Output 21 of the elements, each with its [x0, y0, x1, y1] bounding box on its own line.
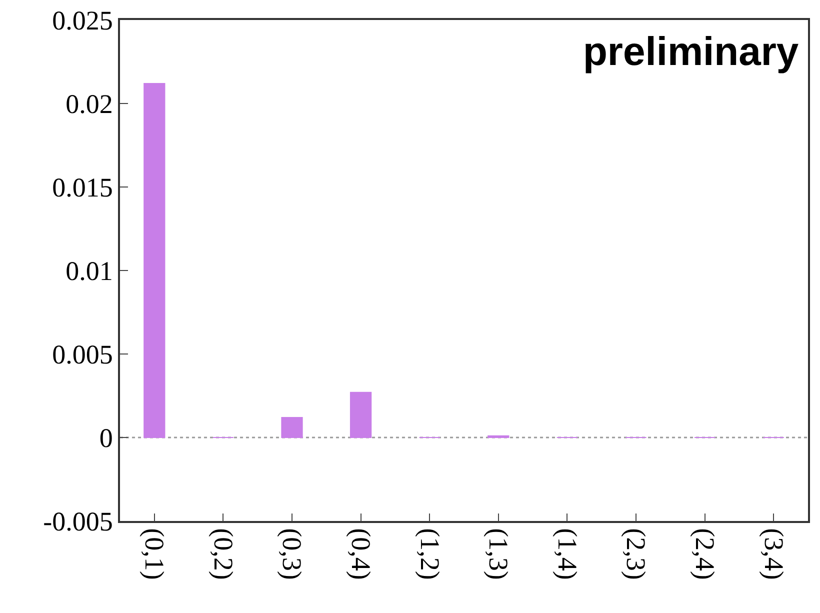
- x-tick-label: (1,3): [484, 528, 514, 580]
- x-tick-label: (2,3): [621, 528, 652, 580]
- x-tick-label: (0,2): [208, 528, 238, 580]
- bar: [281, 416, 303, 438]
- x-tick-label: (1,4): [552, 528, 582, 580]
- y-tick-label: -0.005: [43, 506, 113, 536]
- x-tick-label: (3,4): [758, 528, 789, 580]
- x-tick-label: (2,4): [690, 528, 720, 580]
- y-tick-label: 0.015: [52, 172, 113, 202]
- x-tick-label: (1,2): [414, 528, 445, 580]
- y-tick-label: 0: [99, 422, 113, 453]
- x-tick-label: (0,4): [346, 528, 376, 580]
- y-tick-label: 0.02: [66, 88, 113, 119]
- bar: [350, 392, 372, 438]
- y-tick-label: 0.01: [66, 256, 113, 286]
- y-tick-label: 0.005: [52, 339, 113, 370]
- y-tick-label: 0.025: [52, 5, 113, 36]
- annotation: preliminary: [583, 30, 800, 74]
- x-tick-label: (0,3): [277, 528, 308, 580]
- bar: [144, 82, 166, 438]
- x-tick-label: (0,1): [140, 528, 170, 580]
